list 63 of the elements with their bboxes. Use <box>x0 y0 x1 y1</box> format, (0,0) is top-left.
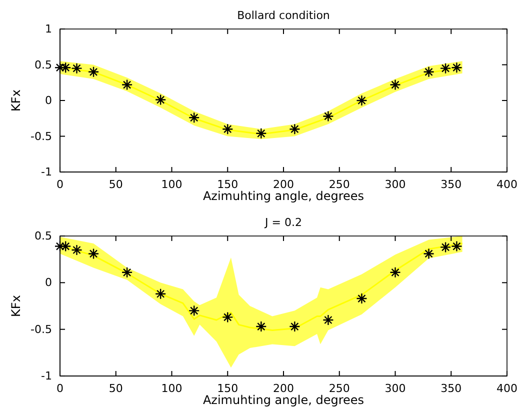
x-tick-label: 150 <box>217 382 238 395</box>
point <box>222 124 234 135</box>
point <box>88 66 100 78</box>
x-tick-label: 50 <box>108 382 123 395</box>
point <box>423 248 434 260</box>
x-tick-label: 0 <box>56 178 64 191</box>
y-tick-label: 1 <box>45 22 52 36</box>
x-tick-label: 50 <box>108 178 123 191</box>
x-tick-label: 250 <box>328 178 350 191</box>
x-tick-label: 200 <box>273 382 294 395</box>
point <box>451 62 462 74</box>
x-tick-label: 150 <box>217 178 238 191</box>
x-tick-label: 300 <box>384 178 406 191</box>
x-tick-label: 350 <box>440 178 462 191</box>
x-axis-title: Azimuhting angle, degrees <box>202 393 364 407</box>
x-tick-label: 100 <box>161 178 182 191</box>
point <box>322 314 334 326</box>
y-tick-label: -1 <box>41 370 52 383</box>
chart-title: Bollard condition <box>237 9 330 22</box>
y-axis-title: KFx <box>9 295 23 317</box>
x-tick-label: 400 <box>496 382 518 395</box>
point <box>71 244 82 256</box>
point <box>289 320 300 332</box>
y-tick-label: 0 <box>45 94 52 108</box>
point <box>188 305 200 316</box>
point <box>154 94 166 106</box>
y-tick-label: -1 <box>41 166 52 179</box>
x-axis-title: Azimuhting angle, degrees <box>202 189 364 203</box>
chart-title: J = 0.2 <box>264 216 302 229</box>
point <box>423 66 434 78</box>
point <box>154 288 166 300</box>
point <box>256 320 267 332</box>
y-tick-label: 0.5 <box>34 58 52 72</box>
y-tick-label: -0.5 <box>30 322 52 336</box>
x-tick-label: 200 <box>273 178 294 191</box>
point <box>451 240 462 252</box>
point <box>440 62 452 74</box>
point <box>88 248 100 260</box>
y-tick-label: 0 <box>45 276 52 290</box>
point <box>356 94 368 106</box>
point <box>188 112 200 124</box>
x-tick-label: 100 <box>161 382 182 395</box>
point <box>121 79 133 90</box>
y-tick-label: 0.5 <box>34 230 52 243</box>
x-tick-label: 0 <box>56 382 64 395</box>
y-tick-label: -0.5 <box>30 130 52 143</box>
point <box>322 110 334 122</box>
x-tick-label: 400 <box>496 178 518 191</box>
point <box>71 62 82 74</box>
point <box>390 79 401 90</box>
x-tick-label: 250 <box>328 382 350 395</box>
point <box>390 266 401 278</box>
point <box>289 124 300 135</box>
point <box>256 128 267 139</box>
point <box>121 266 133 278</box>
x-tick-label: 300 <box>384 382 406 395</box>
line-series <box>59 242 464 332</box>
point <box>440 242 452 253</box>
point <box>54 240 66 252</box>
point <box>356 292 368 304</box>
y-axis-title: KFx <box>9 90 23 112</box>
x-tick-label: 350 <box>440 382 462 395</box>
point <box>222 312 234 323</box>
